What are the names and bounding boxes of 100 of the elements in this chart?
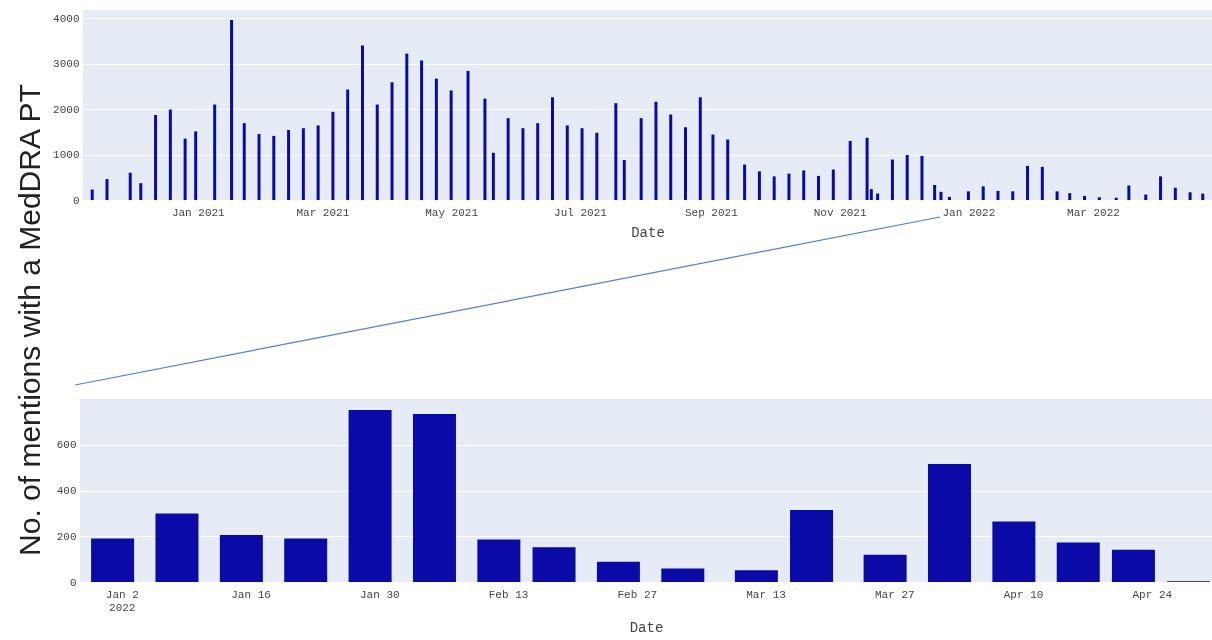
x-tick-label: Mar 27 <box>875 588 915 601</box>
bar <box>348 409 392 582</box>
x-tick-label: Feb 27 <box>617 588 658 601</box>
bar <box>1144 194 1148 200</box>
bar <box>654 101 658 200</box>
bar <box>434 78 438 200</box>
bar <box>287 130 291 200</box>
bar <box>91 538 135 582</box>
bar <box>992 521 1036 582</box>
x-tick-label: Jan 2 2022 <box>105 588 139 614</box>
x-tick-label: Nov 2021 <box>813 206 867 219</box>
bar <box>817 175 821 200</box>
bar <box>1201 193 1205 200</box>
bar <box>772 176 776 200</box>
bar <box>139 183 143 200</box>
x-axis-title: Date <box>631 224 665 241</box>
bar <box>802 170 806 200</box>
x-tick-label: Jul 2021 <box>554 206 608 219</box>
x-tick-label: Apr 10 <box>1003 588 1044 601</box>
bar <box>1056 542 1100 582</box>
bar <box>865 137 869 200</box>
bar <box>920 155 924 200</box>
bar <box>848 140 852 200</box>
bar <box>491 152 495 200</box>
bar <box>787 173 791 200</box>
bar <box>1011 191 1015 200</box>
bar <box>743 164 747 200</box>
bar <box>831 169 835 200</box>
bar <box>477 539 521 582</box>
bar <box>390 82 394 200</box>
bar <box>966 191 970 200</box>
y-tick-label: 0 <box>72 194 80 207</box>
x-tick-label: May 2021 <box>425 206 479 219</box>
bar <box>316 125 320 200</box>
x-tick-label: Feb 13 <box>488 588 529 601</box>
y-tick-label: 2000 <box>53 103 80 116</box>
bar <box>639 118 643 200</box>
bar <box>360 45 364 200</box>
bar <box>532 547 576 582</box>
bar <box>375 104 379 200</box>
bar <box>711 134 715 200</box>
bar <box>684 127 687 200</box>
bar <box>876 193 880 200</box>
bar <box>790 509 834 582</box>
bar <box>1040 166 1044 200</box>
bar <box>698 97 702 200</box>
bar <box>105 179 109 200</box>
bar <box>669 114 673 200</box>
bar <box>595 132 599 200</box>
bar <box>1097 197 1101 200</box>
bar <box>257 134 261 200</box>
bar <box>863 554 907 582</box>
bar <box>466 70 470 200</box>
bar <box>734 570 778 582</box>
bar <box>521 128 525 200</box>
y-tick-label: 600 <box>56 439 77 452</box>
bar <box>1055 191 1059 200</box>
y-tick-label: 4000 <box>53 12 80 25</box>
x-tick-label: Mar 2021 <box>296 206 350 219</box>
x-tick-label: Jan 2021 <box>171 206 226 219</box>
bar <box>155 513 199 582</box>
bar <box>183 138 187 200</box>
x-tick-label: Sep 2021 <box>684 206 739 219</box>
bar <box>996 190 1000 200</box>
y-tick-label: 0 <box>69 576 77 589</box>
bar <box>905 155 909 200</box>
bar <box>284 538 328 582</box>
bar <box>1127 185 1131 200</box>
y-tick-label: 1000 <box>53 149 80 162</box>
bar <box>449 90 453 200</box>
bar <box>301 128 305 200</box>
bar <box>1068 193 1072 200</box>
bar <box>219 535 263 582</box>
bar <box>331 111 335 200</box>
bar <box>927 463 971 582</box>
bar <box>1173 187 1177 200</box>
bar <box>506 118 510 200</box>
x-tick-label: Mar 2022 <box>1067 206 1120 219</box>
x-tick-label: Jan 30 <box>359 588 400 601</box>
bar <box>272 135 276 200</box>
bar <box>346 89 350 200</box>
bar <box>580 128 584 200</box>
x-tick-label: Jan 2022 <box>942 206 996 219</box>
bar <box>622 160 626 200</box>
bar <box>565 125 569 200</box>
bar <box>128 172 132 200</box>
x-tick-label: Apr 24 <box>1132 588 1173 601</box>
bar <box>483 98 487 200</box>
bar <box>242 123 246 200</box>
y-axis-title: No. of mentions with a MedDRA PT <box>13 84 47 556</box>
bar <box>1188 192 1192 200</box>
bar <box>168 109 172 200</box>
bar <box>614 103 618 200</box>
bar <box>1159 176 1163 200</box>
bar <box>194 131 198 200</box>
bar <box>412 414 456 582</box>
bar <box>154 115 158 200</box>
bar <box>939 191 943 200</box>
bar <box>420 60 424 200</box>
x-tick-label: Jan 16 <box>231 588 271 601</box>
